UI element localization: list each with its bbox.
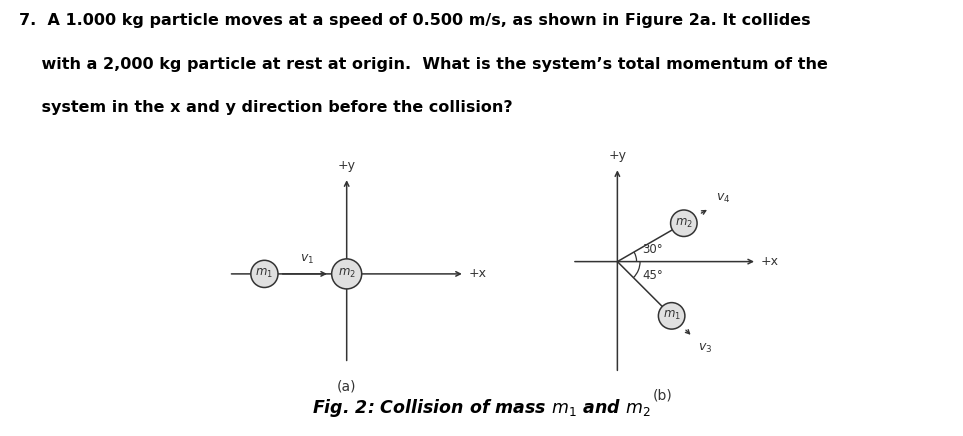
Text: +x: +x	[761, 255, 778, 268]
Text: $m_1$: $m_1$	[255, 267, 273, 280]
Text: $v_1$: $v_1$	[299, 253, 314, 266]
Text: $m_1$: $m_1$	[663, 309, 681, 322]
Text: with a 2,000 kg particle at rest at origin.  What is the system’s total momentum: with a 2,000 kg particle at rest at orig…	[19, 57, 828, 72]
Text: Fig. 2: Collision of mass $m_1$ and $m_2$: Fig. 2: Collision of mass $m_1$ and $m_2…	[312, 397, 651, 419]
Text: 45°: 45°	[642, 269, 664, 282]
Text: $v_4$: $v_4$	[716, 192, 730, 205]
Circle shape	[250, 260, 278, 287]
Text: +y: +y	[609, 149, 626, 162]
Circle shape	[331, 259, 362, 289]
Circle shape	[670, 210, 697, 236]
Text: +x: +x	[468, 267, 486, 280]
Text: 30°: 30°	[642, 243, 664, 255]
Text: $m_2$: $m_2$	[675, 217, 692, 230]
Text: (b): (b)	[653, 389, 672, 403]
Text: 7.  A 1.000 kg particle moves at a speed of 0.500 m/s, as shown in Figure 2a. It: 7. A 1.000 kg particle moves at a speed …	[19, 13, 811, 28]
Circle shape	[659, 303, 685, 329]
Text: system in the x and y direction before the collision?: system in the x and y direction before t…	[19, 100, 513, 115]
Text: $m_2$: $m_2$	[338, 267, 355, 280]
Text: +y: +y	[338, 159, 355, 172]
Text: (a): (a)	[337, 379, 356, 393]
Text: $v_3$: $v_3$	[697, 342, 712, 355]
